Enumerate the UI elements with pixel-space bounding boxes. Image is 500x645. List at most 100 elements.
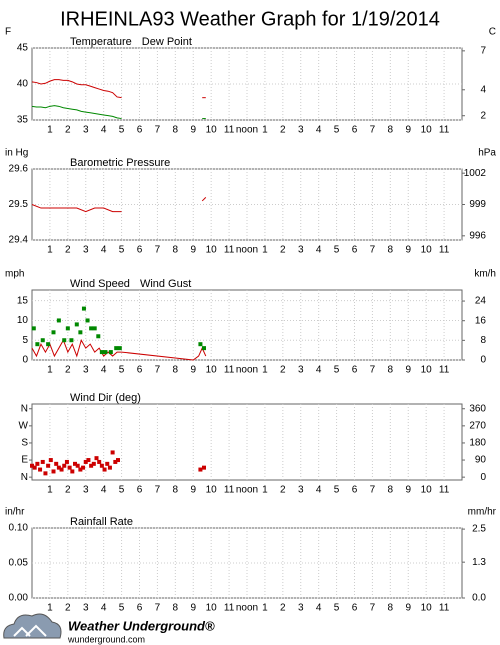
x-tick-label: 4 (101, 365, 107, 376)
x-tick-label: 5 (119, 485, 125, 496)
y2-tick-label: 360 (469, 403, 486, 414)
x-tick-label: noon (236, 245, 258, 256)
x-tick-label: 11 (439, 125, 450, 136)
data-point (97, 459, 102, 464)
x-tick-label: 7 (370, 603, 376, 614)
legend-entry: Dew Point (142, 36, 192, 48)
x-tick-label: 1 (262, 365, 268, 376)
x-tick-label: 7 (155, 125, 161, 136)
x-tick-label: 1 (47, 603, 53, 614)
data-point (94, 456, 99, 461)
x-tick-label: 8 (173, 603, 179, 614)
x-tick-label: 11 (439, 245, 450, 256)
x-tick-label: 5 (119, 125, 125, 136)
x-tick-label: 9 (190, 125, 196, 136)
legend-entry: Wind Dir (deg) (70, 392, 141, 404)
data-point (46, 342, 51, 347)
x-tick-label: 3 (298, 125, 304, 136)
x-tick-label: 4 (101, 125, 107, 136)
y2-tick-label: 2 (480, 110, 486, 121)
y2-tick-label: 24 (475, 296, 487, 307)
x-tick-label: 2 (280, 365, 286, 376)
x-tick-label: 6 (352, 365, 358, 376)
x-tick-label: 3 (298, 603, 304, 614)
x-tick-label: 4 (101, 603, 107, 614)
data-point (91, 461, 96, 466)
x-tick-label: 4 (316, 603, 322, 614)
x-tick-label: 2 (280, 245, 286, 256)
legend-entry: Rainfall Rate (70, 516, 133, 528)
x-tick-label: 3 (83, 245, 89, 256)
y-tick-label: E (21, 455, 28, 466)
x-tick-label: 11 (224, 125, 235, 136)
data-point (85, 318, 90, 323)
x-tick-label: 10 (206, 603, 218, 614)
y-tick-label: 15 (17, 295, 29, 306)
data-point (102, 467, 107, 472)
plot-area (31, 527, 463, 599)
y2-tick-label: 8 (480, 335, 486, 346)
y-tick-label: 29.4 (9, 235, 29, 246)
x-tick-label: 8 (388, 125, 394, 136)
x-tick-label: 5 (334, 245, 340, 256)
y2-tick-label: 996 (469, 230, 486, 241)
x-tick-label: 3 (298, 365, 304, 376)
x-tick-label: 10 (421, 485, 433, 496)
x-tick-label: 4 (316, 245, 322, 256)
y2-tick-label: 180 (469, 438, 486, 449)
x-tick-label: 11 (439, 485, 450, 496)
data-point (86, 458, 91, 463)
y2-axis-label: hPa (478, 148, 496, 159)
x-tick-label: 9 (190, 485, 196, 496)
data-point (56, 318, 61, 323)
x-tick-label: 11 (224, 365, 235, 376)
data-point (51, 469, 56, 474)
data-point (54, 461, 59, 466)
x-tick-label: noon (236, 365, 258, 376)
data-point (67, 465, 72, 470)
data-point (78, 467, 83, 472)
data-point (43, 471, 48, 476)
x-tick-label: 3 (83, 485, 89, 496)
x-tick-label: 6 (137, 125, 143, 136)
data-point (59, 467, 64, 472)
y-tick-label: 40 (17, 79, 29, 90)
x-tick-label: 3 (298, 485, 304, 496)
x-tick-label: 6 (137, 603, 143, 614)
plot-area (31, 403, 463, 481)
x-tick-label: 3 (83, 365, 89, 376)
data-point (35, 461, 40, 466)
data-point (89, 326, 94, 331)
x-tick-label: 1 (262, 603, 268, 614)
x-tick-label: 10 (421, 365, 433, 376)
data-point (198, 467, 203, 472)
y2-tick-label: 2.5 (472, 524, 486, 535)
x-tick-label: 2 (280, 125, 286, 136)
brand-url: wunderground.com (67, 634, 145, 644)
data-point (99, 463, 104, 468)
data-point (105, 461, 110, 466)
legend-entry: Wind Speed (70, 278, 130, 290)
y-axis-label: in Hg (5, 148, 28, 159)
y2-axis-label: mm/hr (468, 507, 497, 518)
brand: Weather Underground® (68, 618, 215, 633)
x-tick-label: 2 (65, 125, 71, 136)
x-tick-label: 8 (173, 245, 179, 256)
x-tick-label: 10 (206, 125, 218, 136)
data-point (117, 346, 122, 351)
x-tick-label: 6 (352, 245, 358, 256)
x-tick-label: 4 (101, 245, 107, 256)
y-tick-label: 29.6 (9, 164, 29, 175)
data-point (35, 342, 40, 347)
y-tick-label: 0.00 (9, 593, 29, 604)
x-tick-label: 8 (388, 245, 394, 256)
logo (3, 613, 62, 639)
plot-area (31, 289, 463, 361)
x-tick-label: 1 (47, 125, 53, 136)
y2-tick-label: 0.0 (472, 593, 486, 604)
x-tick-label: 11 (439, 603, 450, 614)
x-tick-label: 8 (173, 485, 179, 496)
x-tick-label: 2 (280, 485, 286, 496)
x-tick-label: 9 (405, 245, 411, 256)
legend-entry: Wind Gust (140, 278, 191, 290)
